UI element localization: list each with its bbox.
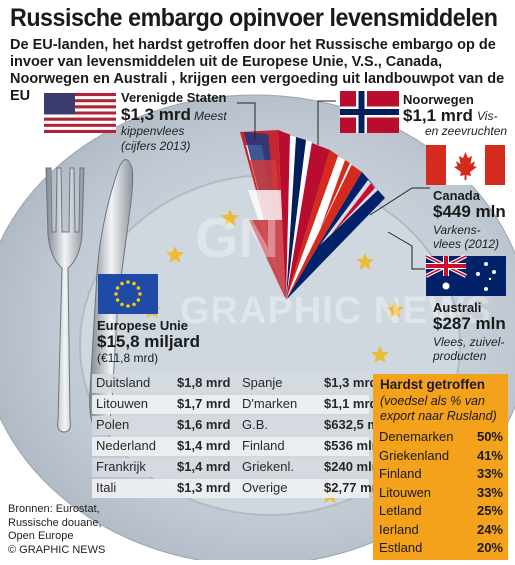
usa-name: Verenigde Staten (121, 90, 227, 105)
table-row: Polen $1,6 mrd G.B. $632,5 mln (92, 416, 391, 435)
hardest-hit-country: Finland (379, 466, 422, 481)
eu-amount-euro: (€11,8 mrd) (97, 351, 159, 365)
fork-illustration (45, 167, 85, 433)
hardest-hit-country: Estland (379, 540, 423, 555)
canada-note-2: vlees (2012) (433, 237, 500, 251)
norway-note-1: Vis- (477, 109, 498, 123)
canada-name: Canada (433, 188, 480, 203)
norway-note-2: en zeevruchten (425, 124, 508, 138)
eu-country-name: D'marken (242, 396, 298, 411)
eu-country-name: Nederland (96, 438, 156, 453)
eu-country-name: Polen (96, 417, 130, 432)
australia-name: Australi (433, 300, 482, 315)
australia-flag-icon (425, 254, 506, 296)
eu-country-value: $1,8 mrd (177, 375, 231, 390)
hardest-hit-country: Letland (379, 503, 422, 518)
eu-country-value: $536 mln (324, 438, 380, 453)
norway-flag-icon (340, 91, 399, 133)
source-line-3: Open Europe (8, 530, 74, 542)
page-title: Russische embargo opinvoer levensmiddele… (10, 4, 498, 32)
canada-slice (286, 150, 362, 300)
usa-note-1: Meest (194, 109, 227, 123)
norway-slice (278, 130, 330, 300)
page-subtitle: De EU-landen, het hardst getroffen door … (10, 37, 505, 104)
table-row: Duitsland $1,8 mrd Spanje $1,3 mrd (92, 374, 377, 393)
hardest-hit-country: Litouwen (379, 484, 432, 500)
table-row: Litouwen $1,7 mrd D'marken $1,1 mrd (92, 395, 377, 414)
hardest-hit-percent: 33% (476, 466, 503, 481)
eu-name: Europese Unie (97, 318, 189, 333)
australia-slice (286, 172, 385, 300)
copyright: © GRAPHIC NEWS (8, 543, 106, 556)
hardest-hit-row: Finland 33% (379, 466, 503, 481)
hardest-hit-subtitle-1: (voedsel als % van (380, 394, 485, 408)
sources: Bronnen: Eurostat, Russische douane, Ope… (8, 503, 105, 557)
eu-country-name: G.B. (242, 417, 269, 432)
eu-country-value: $1,4 mrd (177, 438, 231, 453)
hardest-hit-row: Litouwen 33% (379, 485, 503, 500)
hardest-hit-row: Estland 20% (379, 540, 503, 555)
eu-country-name: Spanje (242, 375, 283, 390)
eu-country-name: Griekenl. (242, 459, 295, 474)
eu-country-name: Frankrijk (96, 459, 146, 474)
eu-amount: $15,8 miljard (97, 332, 201, 351)
australia-amount: $287 mln (433, 314, 506, 333)
hardest-hit-percent: 33% (476, 484, 503, 500)
usa-slice (240, 130, 286, 300)
usa-amount: $1,3 mrd (121, 105, 191, 124)
eu-country-value: $1,6 mrd (177, 417, 231, 432)
hardest-hit-row: Ierland 24% (379, 522, 503, 537)
canada-amount: $449 mln (433, 202, 506, 221)
eu-country-value: $1,3 mrd (177, 480, 231, 495)
eu-country-name: Litouwen (96, 396, 149, 411)
hardest-hit-row: Griekenland 41% (379, 448, 503, 463)
hardest-hit-row: Denemarken 50% (379, 429, 503, 444)
norway-name: Noorwegen (403, 92, 474, 107)
canada-note-1: Varkens- (433, 223, 481, 237)
usa-flag-icon (44, 93, 116, 133)
eu-country-name: Itali (96, 480, 117, 495)
pointer-lines (237, 100, 430, 270)
watermark-text: GRAPHIC NEWS (180, 290, 492, 332)
hardest-hit-country: Ierland (379, 521, 419, 537)
source-line-2: Russische douane, (8, 516, 102, 529)
hardest-hit-subtitle-2: export naar Rusland) (380, 409, 497, 423)
eu-country-value: $2,77 mrd (324, 480, 385, 495)
source-line-1: Bronnen: Eurostat, (8, 503, 100, 515)
eu-country-name: Duitsland (96, 375, 151, 390)
usa-note-2: kippenvlees (121, 124, 185, 138)
hardest-hit-percent: 50% (476, 429, 503, 444)
table-row: Nederland $1,4 mrd Finland $536 mln (92, 437, 380, 456)
usa-note-3: (cijfers 2013) (121, 139, 191, 153)
hardest-hit-percent: 24% (476, 521, 503, 537)
norway-amount: $1,1 mrd (403, 106, 473, 125)
eu-country-value: $1,1 mrd (324, 396, 378, 411)
eu-country-value: $240 mln (324, 459, 380, 474)
table-row: Frankrijk $1,4 mrd Griekenl. $240 mln (92, 458, 380, 477)
hardest-hit-percent: 20% (476, 540, 503, 555)
australia-note-1: Vlees, zuivel- (433, 335, 505, 349)
eu-flag-icon (98, 274, 158, 314)
australia-note-2: producten (433, 349, 487, 363)
hardest-hit-percent: 41% (476, 447, 503, 463)
table-row: Itali $1,3 mrd Overige $2,77 mrd (92, 479, 385, 498)
hardest-hit-subtitle: (voedsel als % van export naar Rusland) (380, 394, 497, 424)
eu-country-value: $1,4 mrd (177, 459, 231, 474)
hardest-hit-title: Hardst getroffen (380, 377, 486, 392)
watermark-logo: GN (195, 206, 279, 269)
hardest-hit-row: Letland 25% (379, 503, 503, 518)
hardest-hit-country: Griekenland (379, 447, 450, 463)
eu-country-value: $1,7 mrd (177, 396, 231, 411)
eu-country-value: $1,3 mrd (324, 375, 378, 390)
eu-country-name: Finland (242, 438, 285, 453)
hardest-hit-percent: 25% (476, 503, 503, 518)
hardest-hit-panel (373, 374, 508, 560)
eu-country-name: Overige (242, 480, 288, 495)
hardest-hit-country: Denemarken (379, 429, 454, 444)
canada-flag-icon (426, 145, 505, 185)
